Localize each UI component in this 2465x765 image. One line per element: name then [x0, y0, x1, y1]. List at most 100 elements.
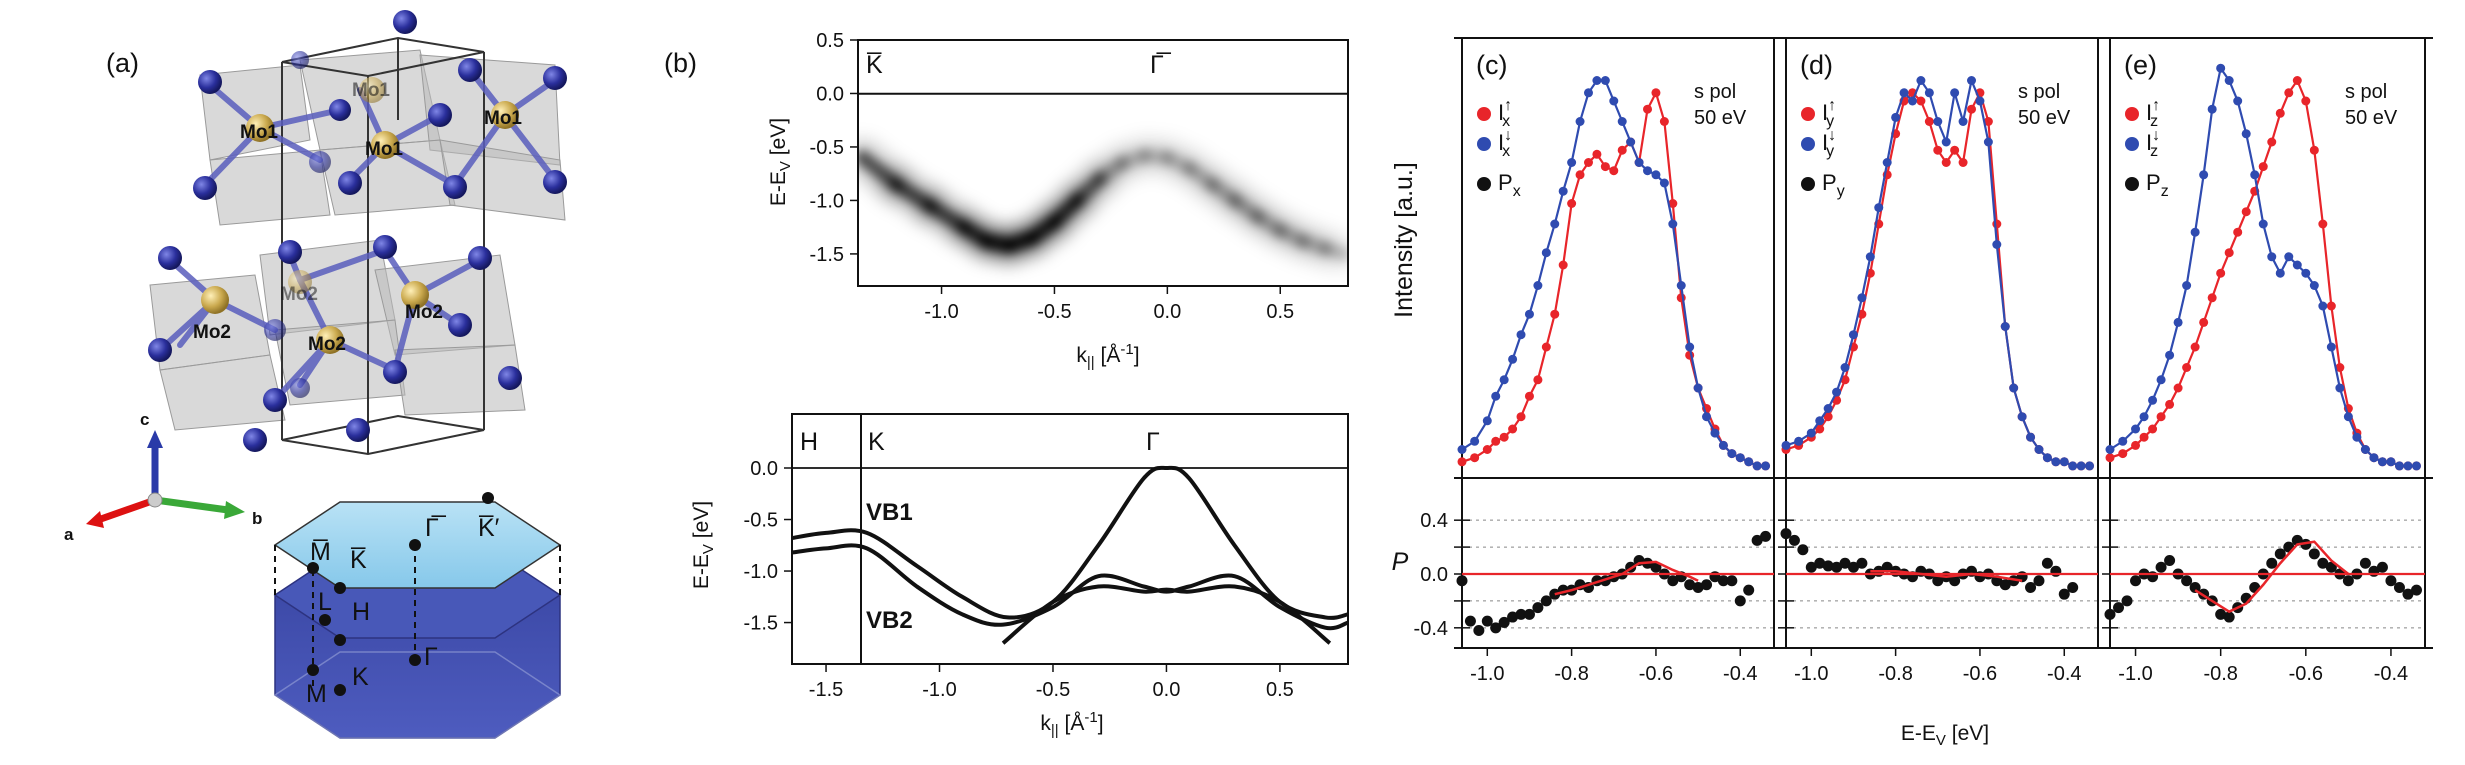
label-vb2: VB2	[866, 607, 913, 634]
intensity-down-point	[1983, 137, 1993, 147]
intensity-down-point	[1651, 170, 1661, 180]
intensity-up-point	[1541, 342, 1551, 352]
band-vb3	[1001, 584, 1332, 645]
heatmap-xtick-label: 0.0	[1153, 301, 1181, 323]
intensity-up-point	[2309, 145, 2319, 155]
bz-Kpbar: K̅′	[478, 514, 500, 542]
intensity-ylabel: Intensity [a.u.]	[1390, 162, 1418, 318]
intensity-down-point	[1482, 416, 1492, 426]
polarization-point	[1743, 584, 1755, 596]
intensity-down-point	[1516, 330, 1526, 340]
intensity-down-point	[1685, 342, 1695, 352]
intensity-down-point	[2326, 342, 2336, 352]
panel-b: (b) K̅ Γ̅ 0.50.0-0.5-1.0-1.5-1.0 -0.5 0.0 0…	[664, 30, 1349, 739]
intensity-up-point	[2216, 268, 2226, 278]
pol-label: s pol	[1694, 81, 1736, 103]
intensity-up-point	[1840, 375, 1850, 385]
intensity-down-point	[1899, 88, 1909, 98]
polarization-point	[2121, 595, 2133, 607]
intensity-down-point	[1668, 219, 1678, 229]
intensity-up-point	[1823, 412, 1833, 422]
intensity-down-point	[1491, 391, 1501, 401]
panel-label-c: (c)	[1476, 50, 1507, 80]
intensity-down-point	[1865, 252, 1875, 262]
intensity-down-point	[2190, 227, 2200, 237]
heatmap-segment	[1318, 241, 1348, 261]
spin-panel-c: 0.4 0.0 -0.4 -1.0 -0.8 -0.6 -0.4 (c) s pol 50 eV I…	[1414, 37, 1782, 685]
intensity-up-point	[1600, 162, 1610, 172]
polarization-point	[1814, 557, 1826, 569]
arpes-heatmap	[858, 138, 1348, 271]
p-ylabel: P	[1392, 548, 1409, 576]
intensity-up-point	[1967, 104, 1977, 114]
intensity-down-point	[2377, 457, 2387, 467]
intensity-down-point	[1781, 440, 1791, 450]
band-ylabel: E-EV [eV]	[690, 501, 717, 589]
intensity-down-point	[2386, 457, 2396, 467]
intensity-up-point	[1558, 260, 1568, 270]
heatmap-xtick-label: 0.5	[1266, 301, 1294, 323]
intensity-up-point	[1499, 432, 1509, 442]
energy-label: 50 eV	[2018, 107, 2071, 129]
intensity-down-point	[2335, 383, 2345, 393]
pol-label: s pol	[2018, 81, 2060, 103]
legend-marker	[1801, 137, 1815, 151]
x-tick-label: -0.6	[2289, 663, 2323, 685]
intensity-down-point	[2284, 252, 2294, 262]
heatmap-ytick-label: 0.5	[816, 30, 844, 52]
band-xtick-label: 0.5	[1266, 679, 1294, 701]
heatmap-ytick-label: -0.5	[810, 137, 844, 159]
polarization-point	[1523, 608, 1535, 620]
polarization-point	[2058, 588, 2070, 600]
intensity-up-point	[1950, 145, 1960, 155]
x-tick-label: -0.6	[1639, 663, 1673, 685]
intensity-down-point	[1718, 440, 1728, 450]
intensity-up-point	[1508, 424, 1518, 434]
polarization-point	[2147, 571, 2159, 583]
polarization-point	[1932, 575, 1944, 587]
intensity-down-point	[1575, 117, 1585, 126]
intensity-down-point	[1874, 203, 1884, 213]
axis-c-label: c	[140, 410, 149, 429]
polarization-point	[1881, 561, 1893, 573]
intensity-down-point	[2156, 375, 2166, 385]
atom-label-mo1: Mo1	[240, 122, 278, 143]
intensity-up-point	[2118, 449, 2128, 459]
intensity-up-point	[1815, 424, 1825, 434]
intensity-down-point	[2017, 412, 2027, 422]
heatmap-ylabel: E-EV [eV]	[767, 118, 794, 206]
polarization-point	[1760, 530, 1772, 542]
polarization-point	[2317, 557, 2329, 569]
polarization-point	[1481, 615, 1493, 627]
band-xlabel: k|| [Å-1]	[1040, 709, 1103, 739]
bz-G: Γ	[424, 643, 438, 671]
polarization-point	[2181, 575, 2193, 587]
legend-intensity: I↑ x	[1498, 97, 1512, 130]
polarization-point	[1540, 595, 1552, 607]
axis-b-label: b	[252, 509, 262, 528]
intensity-down-point	[2139, 412, 2149, 422]
band-xtick-label: 0.0	[1153, 679, 1181, 701]
band-vb2	[791, 543, 1349, 631]
intensity-down-point	[1840, 363, 1850, 372]
intensity-down-point	[2051, 457, 2061, 467]
intensity-down-point	[1643, 166, 1653, 176]
intensity-down-point	[2173, 317, 2183, 327]
intensity-up-point	[1992, 219, 2002, 229]
intensity-up-point	[2335, 363, 2345, 372]
intensity-down-point	[1617, 117, 1627, 126]
intensity-up-point	[1583, 158, 1593, 167]
intensity-down-point	[1634, 158, 1644, 167]
polarization-point	[1831, 561, 1843, 573]
intensity-up-point	[1941, 158, 1951, 167]
x-tick-label: -0.4	[1723, 663, 1757, 685]
panel-label-b: (b)	[664, 48, 697, 78]
heatmap-intensity	[858, 138, 1348, 271]
heatmap-core	[858, 148, 1348, 261]
intensity-down-point	[1975, 96, 1985, 106]
heatmap-xtick-label: -1.0	[924, 301, 958, 323]
intensity-down-point	[2199, 170, 2209, 180]
legend-marker	[1477, 137, 1491, 151]
intensity-up-point	[1651, 88, 1661, 98]
intensity-up-point	[2284, 88, 2294, 98]
